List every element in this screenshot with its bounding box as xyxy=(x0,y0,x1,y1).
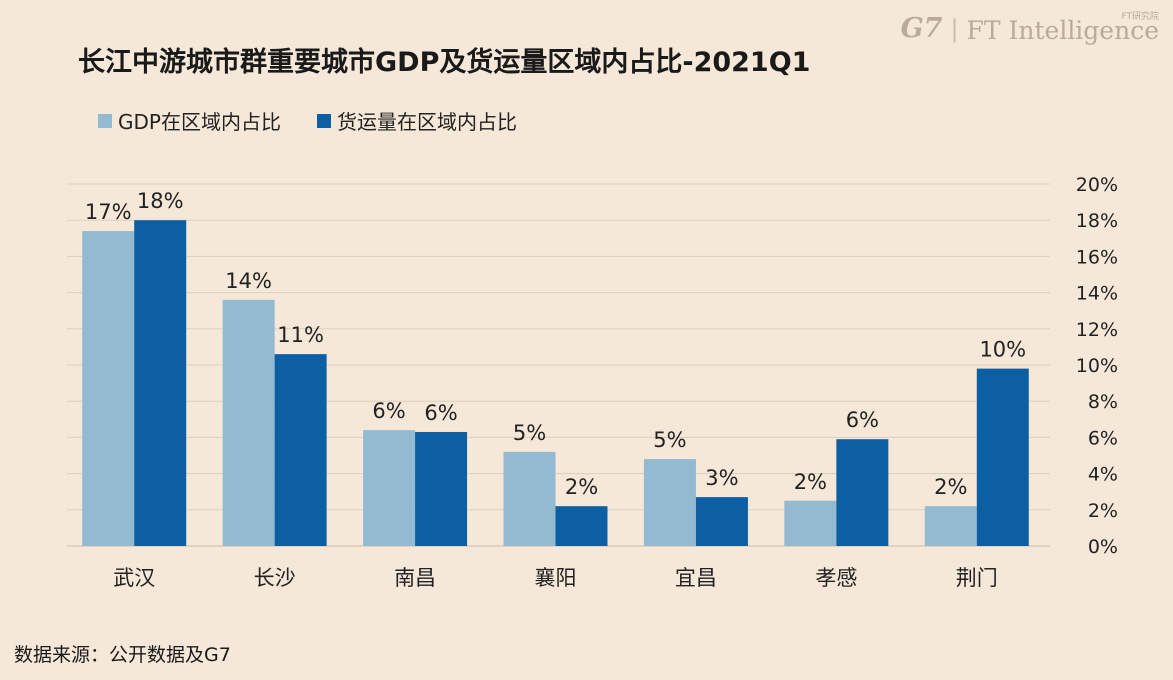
bar xyxy=(555,506,608,546)
legend-item-freight: 货运量在区域内占比 xyxy=(316,106,517,135)
ft-research-label: FT研究院 xyxy=(1121,12,1159,22)
legend-swatch-gdp xyxy=(98,113,112,128)
data-label: 11% xyxy=(277,323,324,347)
data-label: 18% xyxy=(137,189,184,213)
bar xyxy=(503,451,556,546)
legend-item-gdp: GDP在区域内占比 xyxy=(98,106,281,135)
data-label: 14% xyxy=(225,269,272,293)
chart-legend: GDP在区域内占比 货运量在区域内占比 xyxy=(98,106,553,135)
g7-logo: G7 xyxy=(900,13,943,44)
data-label: 6% xyxy=(846,408,879,432)
ft-intelligence-logo: FT研究院 FT Intelligence xyxy=(967,12,1159,48)
y-tick-label: 8% xyxy=(1088,391,1118,413)
bar xyxy=(784,500,837,546)
data-label: 6% xyxy=(372,399,405,423)
bar xyxy=(415,431,468,546)
data-label: 3% xyxy=(705,466,738,490)
y-tick-label: 16% xyxy=(1076,246,1118,268)
data-label: 5% xyxy=(513,421,546,445)
bar xyxy=(976,368,1029,546)
bar xyxy=(695,497,748,546)
ft-intelligence-label: FT Intelligence xyxy=(966,16,1159,45)
brand-separator: | xyxy=(950,15,959,43)
x-tick-label: 襄阳 xyxy=(535,566,577,590)
brand-logo: G7 | FT研究院 FT Intelligence xyxy=(901,12,1159,48)
chart-title: 长江中游城市群重要城市GDP及货运量区域内占比-2021Q1 xyxy=(78,47,811,78)
x-tick-label: 宜昌 xyxy=(675,566,717,590)
source-note: 数据来源：公开数据及G7 xyxy=(14,644,231,666)
bar xyxy=(924,506,977,546)
x-tick-label: 孝感 xyxy=(815,566,857,590)
data-label: 2% xyxy=(934,475,967,499)
y-tick-label: 0% xyxy=(1088,536,1118,558)
y-tick-label: 4% xyxy=(1088,464,1118,486)
bar xyxy=(643,459,696,546)
x-tick-label: 南昌 xyxy=(394,566,436,590)
y-tick-label: 10% xyxy=(1076,355,1118,377)
data-label: 17% xyxy=(85,200,132,224)
bar xyxy=(836,439,889,546)
y-tick-label: 14% xyxy=(1076,283,1118,305)
x-tick-label: 长沙 xyxy=(254,566,296,590)
legend-swatch-freight xyxy=(316,113,331,128)
bar xyxy=(222,299,275,546)
y-tick-label: 6% xyxy=(1088,427,1118,449)
y-tick-label: 20% xyxy=(1076,174,1118,196)
legend-label-freight: 货运量在区域内占比 xyxy=(336,110,517,134)
data-label: 2% xyxy=(794,470,827,494)
bar xyxy=(274,354,327,546)
x-tick-label: 武汉 xyxy=(113,566,155,590)
y-tick-label: 2% xyxy=(1088,500,1118,522)
bar xyxy=(363,430,416,546)
bar xyxy=(82,231,135,546)
x-tick-label: 荆门 xyxy=(956,566,998,590)
bar xyxy=(134,220,187,546)
y-tick-label: 12% xyxy=(1076,319,1118,341)
y-tick-label: 18% xyxy=(1076,210,1118,232)
data-label: 2% xyxy=(565,475,598,499)
data-label: 6% xyxy=(424,401,457,425)
data-label: 10% xyxy=(979,338,1026,362)
data-label: 5% xyxy=(653,428,686,452)
legend-label-gdp: GDP在区域内占比 xyxy=(118,110,281,134)
